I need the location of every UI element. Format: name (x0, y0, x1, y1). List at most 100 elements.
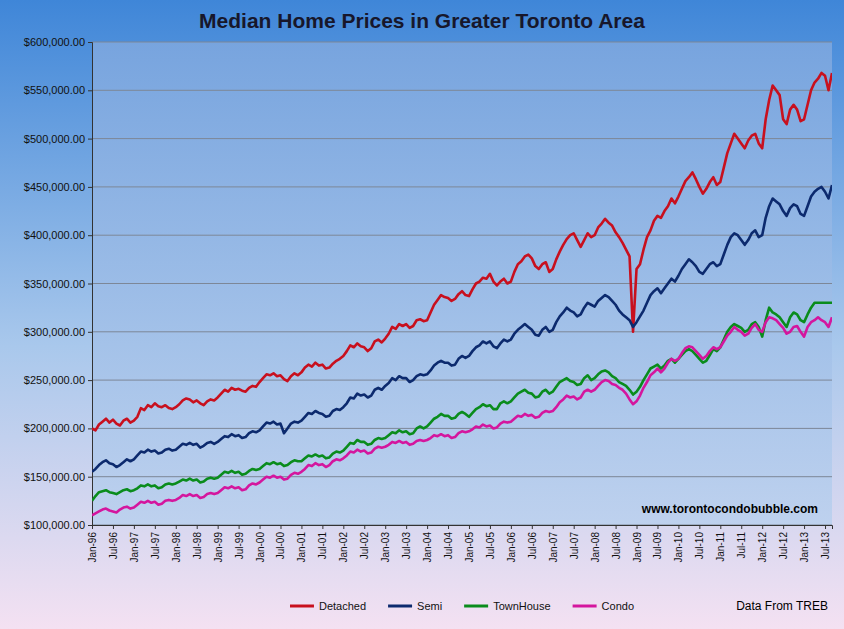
tick-mark (637, 525, 638, 529)
grid (92, 42, 832, 525)
legend-swatch (388, 605, 412, 608)
tick-mark (176, 525, 177, 529)
chart-container: Median Home Prices in Greater Toronto Ar… (0, 0, 844, 629)
tick: Jul-01 (317, 525, 328, 559)
tick: Jan-05 (464, 525, 475, 563)
tick: Jan-12 (757, 525, 768, 563)
tick-mark (113, 525, 114, 529)
tick-mark (657, 525, 658, 529)
y-axis: $100,000.00$150,000.00$200,000.00$250,00… (24, 36, 93, 531)
series-line (92, 317, 832, 515)
annotation: Data From TREB (736, 599, 828, 613)
legend-swatch (573, 605, 597, 608)
tick: $450,000.00 (24, 181, 92, 193)
tick-mark (322, 525, 323, 529)
tick-label: Jul-04 (443, 532, 454, 560)
tick-label: Jul-05 (485, 532, 496, 560)
tick: Jan-98 (171, 525, 182, 563)
tick: Jan-97 (129, 525, 140, 563)
tick-label: Jan-08 (590, 532, 601, 563)
tick-label: Jan-09 (632, 532, 643, 563)
x-axis: Jan-96Jul-96Jan-97Jul-97Jan-98Jul-98Jan-… (87, 525, 833, 563)
tick: Jul-08 (611, 525, 622, 559)
tick: Jul-97 (150, 525, 161, 559)
tick-mark (343, 525, 344, 529)
tick-label: Jul-07 (569, 532, 580, 560)
tick: Jul-10 (694, 525, 705, 559)
tick-mark (595, 525, 596, 529)
legend-item: Semi (388, 600, 442, 612)
tick: Jul-98 (192, 525, 203, 559)
tick-label: Jan-97 (129, 532, 140, 563)
tick-mark (385, 525, 386, 529)
tick-label: Jan-96 (87, 532, 98, 563)
tick: Jan-00 (255, 525, 266, 563)
tick: Jan-04 (422, 525, 433, 563)
plot-area (92, 42, 832, 525)
tick-mark (678, 525, 679, 529)
legend-item: TownHouse (464, 600, 550, 612)
tick-label: Jul-01 (317, 532, 328, 560)
tick-label: Jul-12 (778, 532, 789, 560)
tick: $550,000.00 (24, 84, 92, 96)
tick-label: Jul-00 (275, 532, 286, 560)
series-line (92, 185, 832, 472)
tick-label: Jan-06 (506, 532, 517, 563)
tick: $200,000.00 (24, 422, 92, 434)
tick-mark (197, 525, 198, 529)
grid-line (92, 380, 832, 381)
tick: Jul-99 (234, 525, 245, 559)
tick-mark (553, 525, 554, 529)
series-line (92, 73, 832, 430)
tick: Jul-02 (359, 525, 370, 559)
tick: Jan-99 (213, 525, 224, 563)
tick: Jan-96 (87, 525, 98, 563)
tick-mark (88, 42, 92, 43)
tick-mark (364, 525, 365, 529)
tick-label: Jan-12 (757, 532, 768, 563)
tick-mark (88, 235, 92, 236)
tick-label: Jan-02 (338, 532, 349, 563)
tick: $100,000.00 (24, 519, 92, 531)
tick: Jan-06 (506, 525, 517, 563)
tick: Jul-11 (736, 525, 747, 559)
grid-line (92, 428, 832, 429)
tick-label: Jul-97 (150, 532, 161, 560)
tick-label: Jan-98 (171, 532, 182, 563)
legend: DetachedSemiTownHouseCondo (290, 600, 634, 612)
legend-swatch (464, 605, 488, 608)
tick-label: Jan-11 (715, 532, 726, 562)
tick-mark (88, 139, 92, 140)
tick-label: Jan-00 (255, 532, 266, 563)
axis-line (88, 43, 93, 526)
tick: Jul-07 (569, 525, 580, 559)
tick-mark (448, 525, 449, 529)
tick-label: Jan-13 (799, 532, 810, 563)
tick: Jan-09 (632, 525, 643, 563)
tick-mark (406, 525, 407, 529)
tick-mark (574, 525, 575, 529)
tick-label: $150,000.00 (24, 471, 85, 483)
tick-label: $100,000.00 (24, 519, 85, 531)
legend-swatch (290, 605, 314, 608)
tick: Jul-13 (820, 525, 831, 559)
tick: Jan-08 (590, 525, 601, 563)
tick-mark (280, 525, 281, 529)
tick-label: $300,000.00 (24, 326, 85, 338)
legend-label: Semi (417, 600, 442, 612)
tick: $400,000.00 (24, 229, 92, 241)
grid-line (92, 331, 832, 332)
tick-label: Jan-05 (464, 532, 475, 563)
grid-line (92, 42, 832, 43)
tick-label: Jan-99 (213, 532, 224, 563)
tick: Jul-04 (443, 525, 454, 559)
tick-mark (720, 525, 721, 529)
tick: $300,000.00 (24, 326, 92, 338)
tick-label: Jul-13 (820, 532, 831, 560)
tick-mark (762, 525, 763, 529)
tick-mark (88, 477, 92, 478)
legend-label: Condo (602, 600, 634, 612)
tick: Jan-02 (338, 525, 349, 563)
tick-label: $550,000.00 (24, 84, 85, 96)
tick-label: Jan-07 (548, 532, 559, 563)
